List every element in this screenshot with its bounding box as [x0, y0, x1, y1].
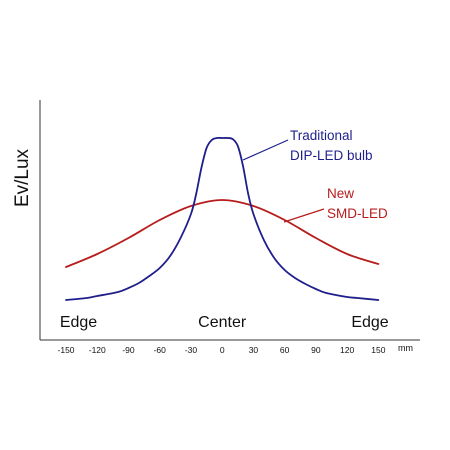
- annotation-traditional-line2: DIP-LED bulb: [290, 148, 373, 163]
- position-label: Edge: [351, 314, 388, 331]
- annotation-smd-line2: SMD-LED: [327, 206, 388, 221]
- x-tick-label: 90: [311, 345, 321, 355]
- x-tick-label: -150: [58, 345, 75, 355]
- x-tick-labels: -150 -120 -90 -60 -30 0 30 60 90 120 150: [58, 345, 386, 355]
- annotation-new-smd-led: New SMD-LED: [283, 186, 388, 223]
- x-tick-label: 150: [371, 345, 385, 355]
- y-axis-label: Ev/Lux: [12, 148, 33, 207]
- x-tick-label: -120: [89, 345, 106, 355]
- x-tick-label: 60: [280, 345, 290, 355]
- annotation-leader-traditional: [242, 139, 289, 161]
- x-tick-label: 0: [220, 345, 225, 355]
- annotation-traditional-dip-led: Traditional DIP-LED bulb: [242, 128, 373, 163]
- position-label: Edge: [60, 314, 97, 331]
- plot-area: [65, 136, 380, 301]
- series-line-traditional-dip-led: [65, 136, 380, 301]
- annotation-leader-smd: [283, 208, 325, 223]
- x-unit-label: mm: [398, 343, 413, 353]
- position-labels: Edge Center Edge: [60, 314, 389, 331]
- annotation-smd-line1: New: [327, 186, 354, 201]
- x-tick-label: -60: [154, 345, 167, 355]
- x-tick-label: 120: [340, 345, 354, 355]
- position-label: Center: [198, 314, 247, 331]
- annotation-traditional-line1: Traditional: [290, 128, 353, 143]
- x-tick-label: -90: [122, 345, 135, 355]
- axes: [39, 100, 420, 341]
- x-tick-label: -30: [185, 345, 198, 355]
- series-line-new-smd-led: [65, 199, 380, 268]
- x-tick-label: 30: [249, 345, 259, 355]
